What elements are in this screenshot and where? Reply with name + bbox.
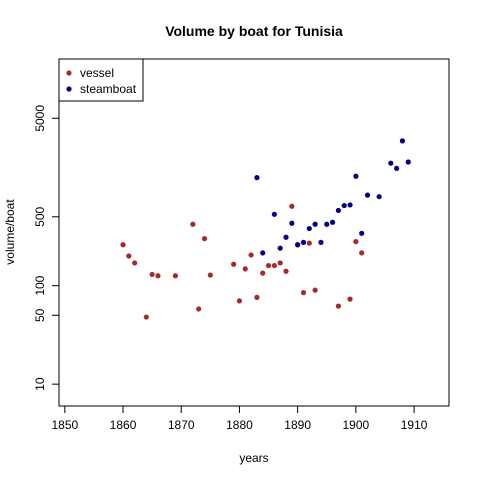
steamboat-point [335,207,342,214]
series-vessel [120,203,365,320]
plot-frame [58,58,450,407]
steamboat-point [283,234,289,240]
vessel-point [248,252,254,258]
y-tick-label: 5000 [33,105,47,132]
steamboat-point [277,245,283,251]
vessel-point [283,268,289,274]
chart-title: Volume by boat for Tunisia [165,23,343,39]
vessel-point [347,296,353,302]
vessel-point [149,271,155,278]
vessel-point [132,260,138,266]
steamboat-point [388,160,394,166]
x-tick-label: 1880 [226,418,253,432]
vessel-point [196,306,202,312]
y-axis-label: volume/boat [3,199,17,265]
x-tick-label: 1900 [343,418,370,432]
legend: vessel steamboat [58,58,144,102]
steamboat-point [300,239,307,245]
steamboat-point [394,165,400,172]
vessel-point [242,266,248,272]
vessel-point [335,303,342,309]
x-tick-label: 1850 [51,418,78,432]
legend-label-steamboat: steamboat [80,82,137,96]
vessel-point [265,262,272,269]
vessel-point [231,261,237,267]
steamboat-point [271,211,277,217]
legend-marker-vessel [66,70,72,76]
vessel-point [300,290,307,296]
vessel-point [289,203,295,209]
vessel-point [190,221,196,227]
vessel-point [155,273,161,279]
x-tick-label: 1910 [401,418,428,432]
steamboat-point [318,239,324,245]
vessel-point [312,287,318,293]
steamboat-point [341,202,347,209]
steamboat-point [359,230,365,236]
vessel-point [271,262,277,269]
y-tick-label: 50 [33,308,47,322]
vessel-point [260,270,266,276]
steamboat-point [405,159,411,165]
vessel-point [236,298,243,304]
steamboat-point [364,192,371,198]
vessel-point [353,239,359,245]
steamboat-point [260,250,266,256]
x-tick-label: 1870 [168,418,195,432]
legend-box [58,58,144,102]
series-steamboat [254,138,411,256]
y-tick-label: 100 [33,275,47,295]
data-points [120,138,411,320]
vessel-point [126,253,132,259]
x-tick-label: 1890 [284,418,311,432]
vessel-point [277,260,283,266]
steamboat-point [324,221,330,227]
vessel-point [143,314,149,320]
legend-label-vessel: vessel [80,66,114,80]
steamboat-point [312,221,318,227]
vessel-point [306,240,312,246]
vessel-point [207,272,213,278]
steamboat-point [353,173,359,179]
steamboat-point [306,225,312,232]
vessel-point [120,242,126,248]
steamboat-point [376,194,382,200]
steamboat-point [254,175,260,181]
x-tick-label: 1860 [110,418,137,432]
steamboat-point [329,219,336,225]
y-axis: 10 50 100 500 5000 [33,105,60,391]
vessel-point [359,250,365,256]
steamboat-point [289,220,295,226]
vessel-point [254,294,260,300]
y-tick-label: 10 [33,377,47,391]
steamboat-point [347,202,353,208]
x-axis-label: years [239,451,268,465]
vessel-point [172,273,179,279]
steamboat-point [399,138,406,144]
vessel-point [201,236,208,242]
steamboat-point [295,242,301,248]
x-axis: 1850 1860 1870 1880 1890 1900 1910 [51,405,428,432]
legend-marker-steamboat [66,86,72,92]
y-tick-label: 500 [33,206,47,226]
